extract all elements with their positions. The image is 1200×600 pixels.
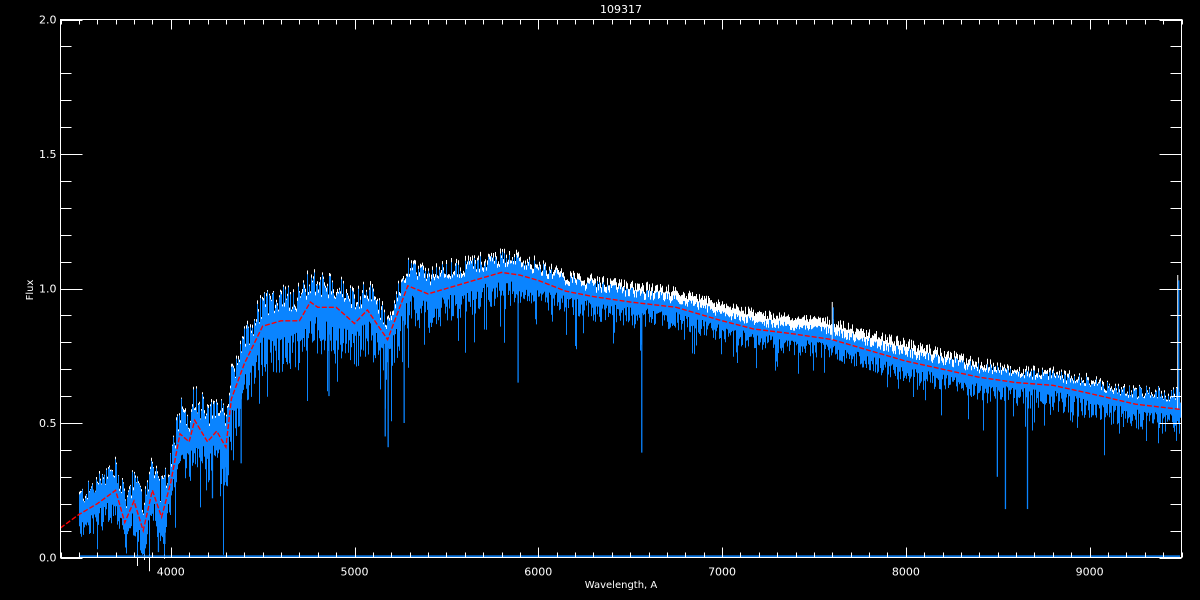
y-tick-label: 1.0 (39, 283, 57, 296)
y-tick-label: 0.5 (39, 417, 57, 430)
y-axis-label: Flux (25, 280, 36, 301)
y-tick-label: 2.0 (39, 14, 57, 27)
x-tick-label: 7000 (708, 566, 736, 579)
tick-labels: 4000 5000 6000 7000 8000 9000 0.0 0.5 1.0 1.5 2.0 (39, 14, 1104, 579)
x-tick-label: 4000 (157, 566, 185, 579)
observed-spectrum-blue (78, 251, 1181, 557)
x-tick-label: 9000 (1076, 566, 1104, 579)
model-spectrum-trace (60, 271, 1182, 534)
x-tick-label: 5000 (341, 566, 369, 579)
chart-title: 109317 (600, 3, 642, 16)
y-tick-label: 1.5 (39, 148, 57, 161)
observed-spectrum-trace (79, 251, 1181, 555)
y-tick-label: 0.0 (39, 552, 57, 565)
axis-ticks (60, 19, 1183, 559)
x-tick-label: 8000 (892, 566, 920, 579)
model-spectrum-red (60, 271, 1182, 534)
x-tick-label: 6000 (524, 566, 552, 579)
plot-frame (60, 19, 1182, 558)
x-axis-label: Wavelength, A (585, 580, 658, 591)
